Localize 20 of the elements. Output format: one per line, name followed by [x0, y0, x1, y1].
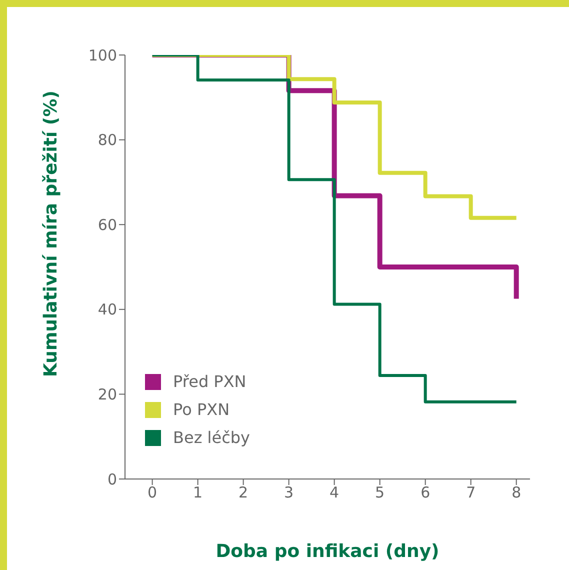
y-tick-label: 80: [98, 131, 117, 150]
x-tick-label: 5: [375, 484, 385, 502]
legend-label: Bez léčby: [173, 427, 250, 449]
x-tick-label: 6: [420, 484, 430, 502]
x-tick-label: 4: [330, 484, 340, 502]
x-axis-title: Doba po infikaci (dny): [216, 541, 440, 562]
x-tick-label: 0: [148, 484, 158, 502]
y-tick-label: 20: [98, 386, 117, 404]
y-tick-label: 100: [88, 46, 117, 64]
x-tick-label: 7: [466, 484, 476, 502]
y-tick-label: 0: [107, 470, 117, 488]
legend-label: Po PXN: [173, 399, 230, 421]
x-tick-label: 3: [284, 484, 294, 502]
legend-label: Před PXN: [173, 371, 246, 393]
x-tick-label: 2: [238, 484, 248, 502]
x-tick-label: 1: [193, 484, 203, 502]
y-axis-title: Kumulativní míra přežití (%): [40, 90, 62, 377]
x-tick-label: 8: [512, 484, 522, 502]
y-tick-label: 40: [98, 300, 117, 319]
y-tick-label: 60: [98, 216, 117, 234]
